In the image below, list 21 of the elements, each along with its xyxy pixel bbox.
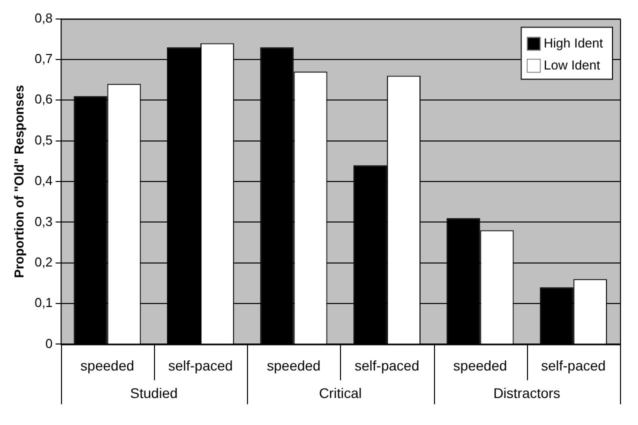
- y-tick-label: 0,7: [34, 51, 53, 66]
- y-tick-label: 0,5: [34, 132, 53, 148]
- text: Distractors: [493, 385, 560, 402]
- x-tick-label: self-paced: [354, 357, 420, 374]
- y-tick-label: 0,2: [34, 254, 53, 270]
- x-tick-label: speeded: [453, 357, 508, 374]
- legend-label: High Ident: [544, 35, 604, 50]
- y-tick-label: 0,4: [34, 173, 53, 188]
- y-tick-label: 0: [45, 336, 53, 351]
- y-tick-label: 0,6: [34, 92, 53, 107]
- x-tick-label: speeded: [80, 357, 134, 374]
- x-tick-label: self-paced: [168, 357, 233, 374]
- y-axis-title: Proportion of "Old" Responses: [11, 85, 26, 278]
- x-tick-label: speeded: [266, 357, 321, 374]
- x-tick-label: self-paced: [541, 357, 606, 374]
- y-tick-label: 0,1: [34, 295, 53, 310]
- text: Studied: [130, 385, 178, 402]
- text: Critical: [318, 385, 362, 402]
- legend-label: Low Ident: [544, 57, 600, 72]
- y-tick-label: 0,3: [34, 214, 53, 229]
- y-tick-label: 0,8: [34, 10, 53, 26]
